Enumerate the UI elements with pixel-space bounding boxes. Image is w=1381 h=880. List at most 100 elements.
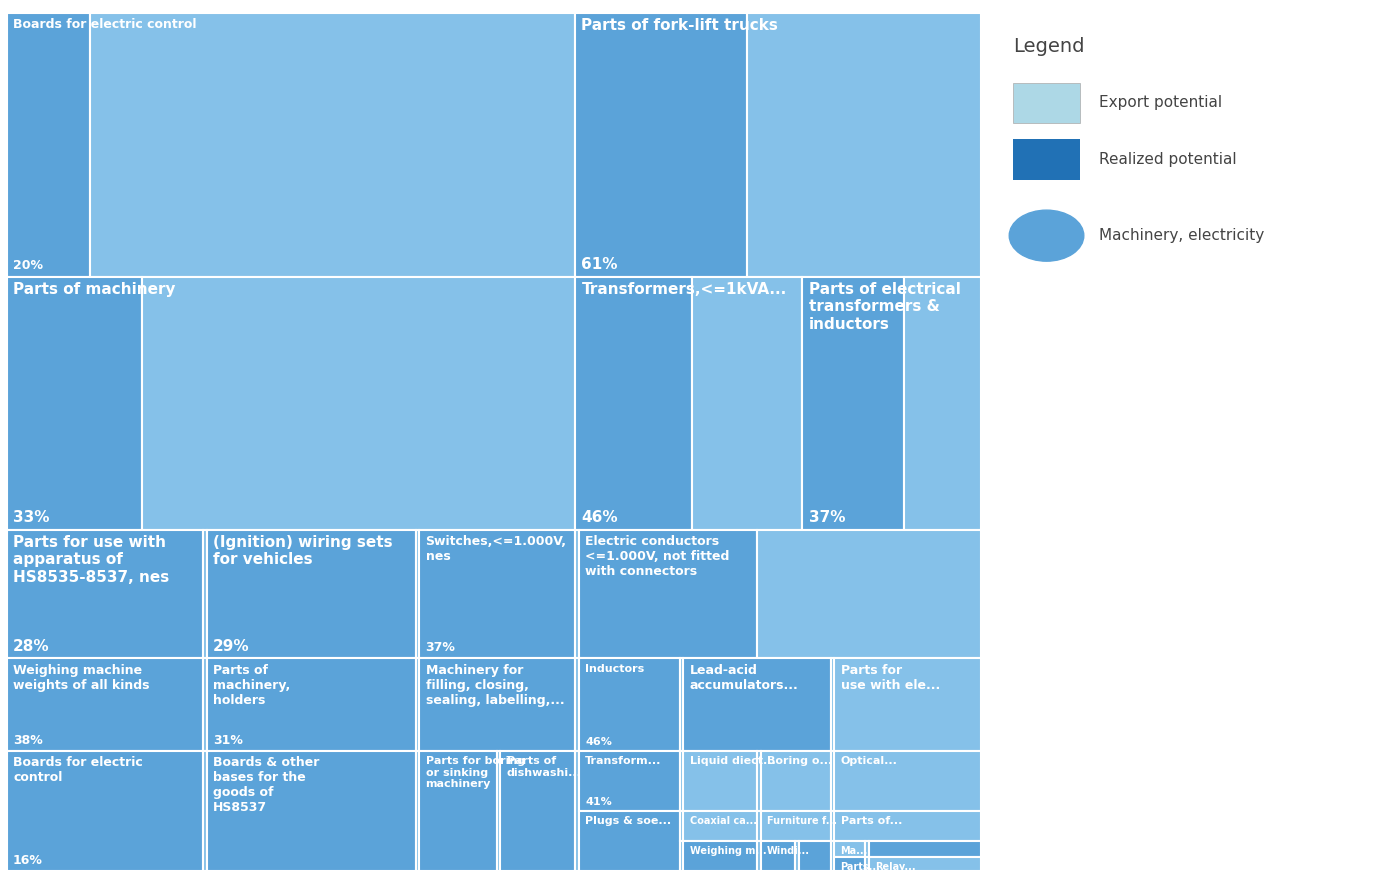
Text: Coaxial ca...: Coaxial ca... (689, 817, 757, 826)
FancyBboxPatch shape (416, 751, 420, 871)
FancyBboxPatch shape (761, 751, 831, 811)
Text: Ma...: Ma... (841, 847, 867, 856)
FancyBboxPatch shape (761, 841, 795, 871)
FancyBboxPatch shape (203, 751, 207, 871)
Text: Boring o...: Boring o... (766, 756, 833, 766)
FancyBboxPatch shape (869, 856, 981, 871)
Text: (Ignition) wiring sets
for vehicles: (Ignition) wiring sets for vehicles (213, 535, 392, 568)
Text: Plugs & soe...: Plugs & soe... (586, 817, 671, 826)
FancyBboxPatch shape (7, 751, 203, 871)
FancyBboxPatch shape (207, 530, 416, 658)
Text: Weighing machine
weights of all kinds: Weighing machine weights of all kinds (12, 664, 149, 692)
Text: 28%: 28% (12, 639, 50, 654)
Text: Liquid diect...: Liquid diect... (689, 756, 775, 766)
FancyBboxPatch shape (831, 658, 834, 751)
Text: Machinery for
filling, closing,
sealing, labelling,...: Machinery for filling, closing, sealing,… (425, 664, 565, 707)
FancyBboxPatch shape (795, 841, 798, 871)
Text: Legend: Legend (1012, 37, 1084, 55)
FancyBboxPatch shape (576, 13, 747, 276)
Text: 46%: 46% (581, 510, 619, 525)
Text: Parts of machinery: Parts of machinery (12, 282, 175, 297)
Text: 33%: 33% (12, 510, 50, 525)
FancyBboxPatch shape (834, 751, 981, 811)
Text: Parts for boring
or sinking
machinery: Parts for boring or sinking machinery (425, 756, 525, 789)
Text: Parts for
use with ele...: Parts for use with ele... (841, 664, 940, 692)
FancyBboxPatch shape (757, 811, 761, 841)
FancyBboxPatch shape (207, 658, 416, 751)
FancyBboxPatch shape (757, 841, 761, 871)
FancyBboxPatch shape (7, 13, 90, 276)
Text: 31%: 31% (213, 734, 243, 747)
FancyBboxPatch shape (834, 841, 865, 856)
FancyBboxPatch shape (684, 841, 757, 871)
FancyBboxPatch shape (420, 751, 497, 871)
FancyBboxPatch shape (7, 530, 203, 658)
FancyBboxPatch shape (865, 856, 869, 871)
Text: 61%: 61% (581, 257, 617, 272)
Text: Windi...: Windi... (766, 847, 809, 856)
FancyBboxPatch shape (7, 276, 142, 530)
Text: Optical...: Optical... (841, 756, 898, 766)
FancyBboxPatch shape (420, 658, 576, 751)
FancyBboxPatch shape (684, 811, 757, 841)
FancyBboxPatch shape (579, 751, 679, 811)
Text: Boards for electric control: Boards for electric control (12, 18, 196, 32)
Text: Parts of
dishwashi...: Parts of dishwashi... (507, 756, 581, 778)
FancyBboxPatch shape (416, 530, 420, 658)
FancyBboxPatch shape (834, 811, 981, 841)
FancyBboxPatch shape (1012, 83, 1080, 123)
FancyBboxPatch shape (142, 276, 576, 530)
Text: Parts of fork-lift trucks: Parts of fork-lift trucks (581, 18, 779, 33)
Text: Electric conductors
<=1.000V, not fitted
with connectors: Electric conductors <=1.000V, not fitted… (586, 535, 729, 578)
FancyBboxPatch shape (692, 276, 802, 530)
Text: Boards & other
bases for the
goods of
HS8537: Boards & other bases for the goods of HS… (213, 756, 319, 814)
Text: Inductors: Inductors (586, 664, 645, 673)
FancyBboxPatch shape (869, 841, 981, 856)
FancyBboxPatch shape (831, 841, 834, 871)
Text: Weighing m...: Weighing m... (689, 847, 766, 856)
Text: Relay...: Relay... (876, 862, 916, 872)
FancyBboxPatch shape (831, 811, 834, 841)
FancyBboxPatch shape (579, 530, 757, 658)
FancyBboxPatch shape (90, 13, 576, 276)
Text: 38%: 38% (12, 734, 43, 747)
Text: 41%: 41% (586, 797, 612, 807)
FancyBboxPatch shape (802, 276, 905, 530)
FancyBboxPatch shape (684, 658, 831, 751)
FancyBboxPatch shape (747, 13, 981, 276)
FancyBboxPatch shape (679, 811, 684, 841)
FancyBboxPatch shape (834, 856, 865, 871)
FancyBboxPatch shape (679, 841, 684, 871)
Text: 37%: 37% (809, 510, 845, 525)
FancyBboxPatch shape (203, 658, 207, 751)
FancyBboxPatch shape (7, 658, 203, 751)
Text: Parts of...: Parts of... (841, 817, 902, 826)
FancyBboxPatch shape (576, 751, 579, 871)
FancyBboxPatch shape (203, 530, 207, 658)
Text: 16%: 16% (12, 854, 43, 867)
Text: Boards for electric
control: Boards for electric control (12, 756, 142, 784)
Text: Parts...: Parts... (841, 862, 881, 872)
FancyBboxPatch shape (579, 658, 679, 751)
Text: Export potential: Export potential (1099, 95, 1222, 111)
FancyBboxPatch shape (798, 841, 831, 871)
FancyBboxPatch shape (420, 530, 576, 658)
Text: Transform...: Transform... (586, 756, 661, 766)
FancyBboxPatch shape (679, 658, 684, 751)
Text: Parts for use with
apparatus of
HS8535-8537, nes: Parts for use with apparatus of HS8535-8… (12, 535, 170, 584)
FancyBboxPatch shape (761, 811, 831, 841)
FancyBboxPatch shape (834, 658, 981, 751)
FancyBboxPatch shape (497, 751, 500, 871)
FancyBboxPatch shape (831, 751, 834, 811)
Circle shape (1010, 210, 1084, 261)
FancyBboxPatch shape (1012, 139, 1080, 180)
Text: 20%: 20% (12, 260, 43, 272)
FancyBboxPatch shape (757, 530, 981, 658)
FancyBboxPatch shape (684, 751, 757, 811)
Text: Lead-acid
accumulators...: Lead-acid accumulators... (689, 664, 798, 692)
Text: Switches,<=1.000V,
nes: Switches,<=1.000V, nes (425, 535, 566, 563)
Text: Parts of electrical
transformers &
inductors: Parts of electrical transformers & induc… (809, 282, 961, 332)
Text: Parts of
machinery,
holders: Parts of machinery, holders (213, 664, 290, 707)
Text: 29%: 29% (213, 639, 250, 654)
FancyBboxPatch shape (679, 751, 684, 811)
